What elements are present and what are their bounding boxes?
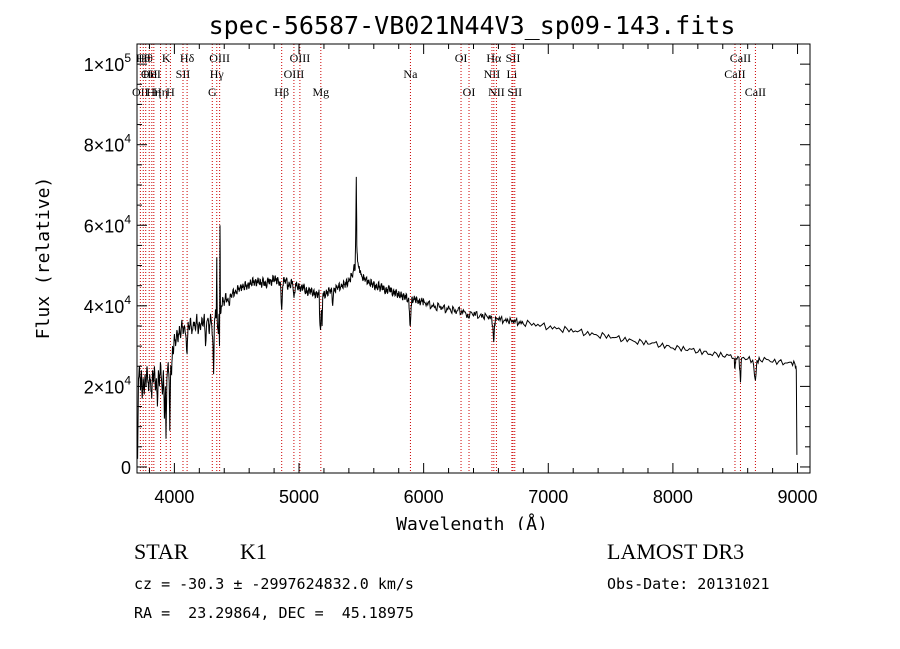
line-marker-label: Hγ	[210, 67, 225, 81]
line-marker-label: G	[208, 85, 217, 99]
line-marker-label: Hη	[153, 85, 168, 99]
y-tick-label: 1×105	[84, 51, 132, 75]
line-marker-label: Hη	[146, 85, 161, 99]
axis-ticks: 4000 5000 6000 7000 8000 9000 0 2×104 4×104 6×104…	[84, 43, 818, 507]
line-marker-label: SII	[176, 67, 191, 81]
line-marker-label: SII	[507, 85, 522, 99]
line-marker-label: SII	[506, 51, 521, 65]
coordinates-text: RA = 23.29864, DEC = 45.18975	[134, 604, 414, 622]
line-marker-label: NII	[488, 85, 505, 99]
line-marker-label: NII	[484, 67, 501, 81]
y-tick-label: 8×104	[84, 132, 132, 156]
line-marker-label: Na	[403, 67, 418, 81]
line-marker-label: K	[162, 51, 171, 65]
x-tick-label: 8000	[653, 487, 693, 507]
object-subclass: K1	[240, 539, 267, 564]
survey-name: LAMOST DR3	[607, 539, 745, 564]
line-marker-label: CaII	[724, 67, 745, 81]
line-marker-label: OI	[455, 51, 468, 65]
y-tick-label: 0	[121, 458, 131, 478]
y-tick-label: 4×104	[84, 293, 132, 317]
line-marker-label: Li	[507, 67, 518, 81]
plot-frame	[136, 43, 811, 474]
spectrum-chart: spec-56587-VB021N44V3_sp09-143.fits OIIH…	[33, 11, 818, 530]
redshift-text: cz = -30.3 ± -2997624832.0 km/s	[134, 575, 414, 593]
line-marker-label: OIII	[284, 67, 305, 81]
x-axis-label: Wavelength (Å)	[396, 513, 548, 530]
y-tick-label: 2×104	[84, 373, 132, 397]
object-class: STAR	[134, 539, 189, 564]
line-marker-label: Hδ	[180, 51, 195, 65]
line-marker-label: H	[166, 85, 175, 99]
obs-date: Obs-Date: 20131021	[607, 575, 770, 593]
line-marker-label: OI	[463, 85, 476, 99]
spectrum-line	[137, 176, 798, 459]
line-marker-label: OIII	[290, 51, 311, 65]
x-tick-label: 4000	[154, 487, 194, 507]
line-marker-label: Hβ	[274, 85, 289, 99]
line-marker-label: Hθ	[139, 51, 154, 65]
y-axis-label: Flux (relative)	[33, 177, 54, 340]
line-marker-label: HeI	[143, 67, 161, 81]
line-marker-label: Hθ	[136, 51, 151, 65]
x-tick-label: 6000	[404, 487, 444, 507]
chart-title: spec-56587-VB021N44V3_sp09-143.fits	[209, 11, 736, 40]
line-marker-label: CaII	[730, 51, 751, 65]
line-marker-label: Mg	[312, 85, 329, 99]
line-marker-label: OII	[132, 85, 149, 99]
line-marker-label: CaII	[745, 85, 766, 99]
y-tick-label: 6×104	[84, 212, 132, 236]
x-tick-label: 5000	[279, 487, 319, 507]
line-marker-label: OIII	[209, 51, 230, 65]
x-tick-label: 9000	[778, 487, 818, 507]
line-markers: OIIHθHθOIIHeIHηHηKHSIIHδGHγOIIIHβOIIIOII…	[132, 44, 766, 473]
x-tick-label: 7000	[528, 487, 568, 507]
line-marker-label: Hα	[486, 51, 502, 65]
